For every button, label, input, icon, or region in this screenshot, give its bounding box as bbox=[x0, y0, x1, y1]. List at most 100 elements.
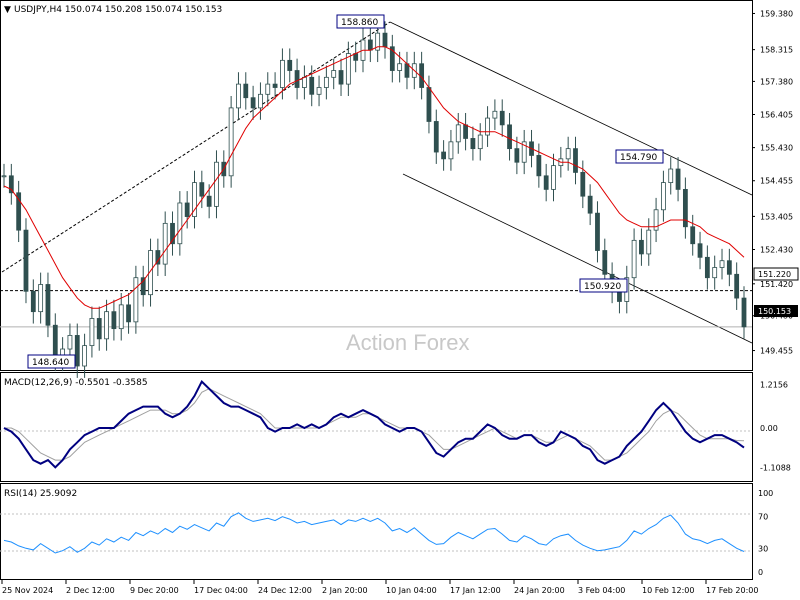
macd-tick-label: 0.00 bbox=[760, 424, 778, 433]
moving-average-line bbox=[3, 46, 745, 309]
time-tick-label: 17 Feb 20:00 bbox=[706, 586, 758, 595]
candle-body bbox=[499, 110, 505, 126]
candle-body bbox=[602, 250, 608, 275]
price-tick-label: 155.430 bbox=[760, 144, 793, 153]
candle-body bbox=[404, 63, 410, 78]
annotation-low: 148.640 bbox=[27, 354, 76, 369]
candle-body bbox=[140, 277, 146, 296]
price-tick-label: 152.430 bbox=[760, 246, 793, 255]
macd-main-line bbox=[3, 379, 745, 469]
candle-body bbox=[301, 76, 307, 88]
macd-signal-line bbox=[4, 388, 745, 461]
price-tick-label: 156.405 bbox=[760, 111, 793, 120]
candle-body bbox=[52, 324, 58, 360]
watermark: Action Forex bbox=[346, 330, 470, 355]
candle-body bbox=[8, 175, 14, 194]
price-axis: 159.380 158.315 157.380 156.405 155.430 154.4… bbox=[752, 9, 793, 356]
candle-body bbox=[199, 182, 205, 197]
svg-text:154.790: 154.790 bbox=[620, 153, 657, 163]
candle-body bbox=[697, 243, 703, 258]
candle-body bbox=[258, 93, 263, 109]
candle-body bbox=[389, 46, 395, 71]
candle-body bbox=[397, 63, 403, 71]
candle-body bbox=[214, 161, 219, 207]
candle-body bbox=[639, 239, 644, 255]
candle-body bbox=[38, 284, 44, 313]
candle-body bbox=[338, 70, 344, 85]
candle-body bbox=[573, 148, 578, 173]
candle-body bbox=[712, 267, 718, 279]
price-panel-frame bbox=[0, 0, 753, 371]
svg-text:158.860: 158.860 bbox=[341, 18, 378, 28]
candle-body bbox=[668, 168, 674, 184]
candle-body bbox=[726, 260, 732, 275]
candle-body bbox=[16, 192, 22, 231]
candle-body bbox=[118, 304, 124, 330]
candle-body bbox=[345, 53, 351, 85]
candle-body bbox=[133, 277, 139, 323]
time-tick-label: 24 Dec 12:00 bbox=[258, 586, 312, 595]
candle-body bbox=[631, 239, 637, 279]
candle-body bbox=[661, 182, 666, 211]
candle-body bbox=[426, 87, 432, 122]
candle-body bbox=[250, 97, 256, 109]
candle-body bbox=[617, 290, 622, 302]
candle-body bbox=[565, 148, 571, 160]
candle-body bbox=[455, 124, 461, 143]
candle-body bbox=[177, 202, 183, 245]
candle-body bbox=[375, 32, 381, 51]
candle-body bbox=[463, 124, 468, 139]
time-tick-label: 2 Jan 20:00 bbox=[322, 586, 368, 595]
chart-menu-triangle[interactable]: ▼ bbox=[4, 5, 11, 15]
macd-title: MACD(12,26,9) -0.5501 -0.3585 bbox=[4, 378, 148, 388]
candle-body bbox=[485, 117, 490, 136]
candle-body bbox=[280, 59, 285, 88]
annotation-swing-low: 150.920 bbox=[579, 278, 628, 293]
candle-body bbox=[236, 83, 241, 109]
candle-body bbox=[543, 175, 549, 190]
annotation-swing-high: 154.790 bbox=[615, 149, 664, 164]
rsi-axis: 100 70 30 0 bbox=[758, 489, 773, 577]
channel-upper-line bbox=[389, 21, 753, 196]
candle-body bbox=[367, 39, 373, 51]
time-tick-label: 17 Dec 04:00 bbox=[194, 586, 248, 595]
macd-tick-label: 1.2156 bbox=[760, 381, 788, 390]
candle-body bbox=[323, 76, 329, 88]
time-tick-label: 9 Dec 20:00 bbox=[130, 586, 179, 595]
channel-lower-line bbox=[402, 173, 753, 344]
candle-body bbox=[30, 290, 36, 313]
candle-body bbox=[477, 134, 483, 150]
candle-body bbox=[734, 273, 740, 299]
rsi-tick-label: 100 bbox=[758, 489, 773, 498]
rsi-panel-frame bbox=[0, 483, 753, 580]
candle-body bbox=[111, 311, 117, 330]
candle-body bbox=[287, 59, 293, 71]
candle-body bbox=[1, 175, 7, 178]
price-tick-label: 159.380 bbox=[760, 9, 793, 18]
time-tick-label: 17 Jan 12:00 bbox=[450, 586, 501, 595]
price-tick-label: 157.380 bbox=[760, 77, 793, 86]
candle-body bbox=[294, 70, 300, 88]
candle-body bbox=[580, 172, 586, 197]
candle-body bbox=[126, 304, 131, 323]
candle-body bbox=[89, 318, 95, 347]
candle-body bbox=[74, 335, 80, 367]
candle-body bbox=[514, 148, 520, 163]
candle-body bbox=[704, 256, 710, 279]
candle-body bbox=[441, 151, 447, 160]
macd-tick-label: -1.1088 bbox=[760, 464, 791, 473]
candle-body bbox=[272, 83, 278, 88]
candle-body bbox=[682, 188, 688, 228]
macd-panel-frame bbox=[0, 372, 753, 482]
price-candles bbox=[1, 21, 747, 378]
candle-body bbox=[45, 284, 51, 326]
candle-body bbox=[243, 83, 249, 99]
candle-body bbox=[170, 222, 175, 245]
candle-body bbox=[192, 182, 197, 217]
candle-body bbox=[184, 202, 190, 217]
rsi-tick-label: 70 bbox=[758, 513, 768, 522]
price-tick-label: 153.405 bbox=[760, 212, 793, 221]
price-tick-label: 149.455 bbox=[760, 347, 793, 356]
